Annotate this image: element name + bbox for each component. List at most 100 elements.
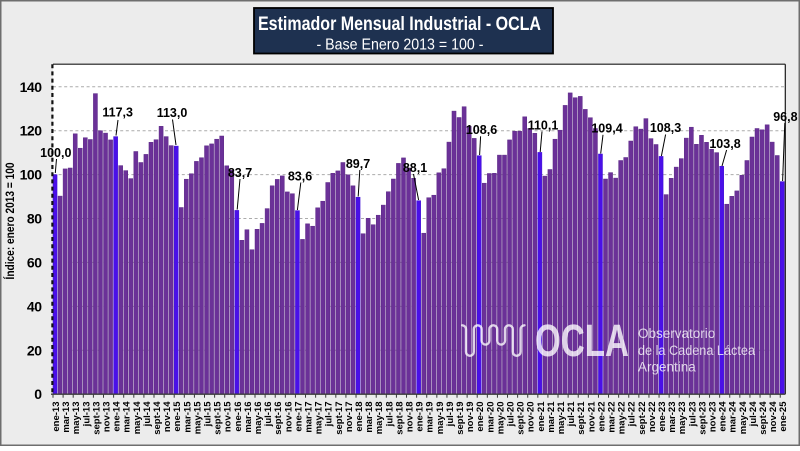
svg-text:sept-21: sept-21: [576, 401, 587, 435]
svg-text:jul-16: jul-16: [263, 402, 274, 428]
svg-text:nov-18: nov-18: [405, 402, 416, 433]
svg-text:nov-16: nov-16: [283, 402, 294, 433]
svg-text:mar-18: mar-18: [364, 402, 375, 433]
svg-text:may-17: may-17: [314, 402, 325, 435]
svg-text:ene-14: ene-14: [112, 401, 123, 432]
svg-text:may-24: may-24: [738, 401, 749, 434]
svg-text:nov-24: nov-24: [768, 401, 779, 432]
svg-text:may-21: may-21: [556, 401, 567, 434]
svg-text:96,8: 96,8: [773, 110, 797, 124]
svg-text:140: 140: [20, 79, 43, 95]
svg-text:ene-20: ene-20: [475, 402, 486, 432]
svg-text:60: 60: [27, 254, 42, 270]
svg-text:89,7: 89,7: [346, 157, 370, 171]
svg-text:de la Cadena Láctea: de la Cadena Láctea: [638, 343, 755, 358]
svg-text:sept-23: sept-23: [697, 402, 708, 435]
svg-text:jul-19: jul-19: [445, 402, 456, 428]
svg-text:- Base Enero 2013 = 100 -: - Base Enero 2013 = 100 -: [317, 37, 484, 54]
svg-text:nov-14: nov-14: [162, 401, 173, 432]
svg-text:mar-17: mar-17: [303, 402, 314, 433]
svg-text:ene-13: ene-13: [51, 402, 62, 432]
svg-text:ene-24: ene-24: [718, 401, 729, 432]
svg-text:80: 80: [27, 211, 42, 227]
svg-text:jul-21: jul-21: [566, 401, 577, 428]
svg-text:ene-16: ene-16: [233, 402, 244, 432]
svg-text:83,7: 83,7: [228, 166, 252, 180]
svg-text:ene-23: ene-23: [657, 402, 668, 432]
svg-text:108,3: 108,3: [650, 121, 681, 135]
svg-text:109,4: 109,4: [591, 122, 622, 136]
svg-text:sept-15: sept-15: [213, 401, 224, 435]
svg-text:nov-20: nov-20: [526, 402, 537, 433]
svg-text:nov-21: nov-21: [586, 401, 597, 432]
svg-text:Observatorio: Observatorio: [638, 326, 715, 341]
svg-text:may-22: may-22: [617, 402, 628, 435]
svg-text:20: 20: [27, 342, 42, 358]
svg-text:jul-17: jul-17: [324, 402, 335, 428]
svg-text:113,0: 113,0: [157, 106, 188, 120]
svg-text:jul-20: jul-20: [506, 402, 517, 428]
svg-text:may-20: may-20: [495, 402, 506, 435]
svg-text:jul-22: jul-22: [627, 402, 638, 428]
svg-text:sept-19: sept-19: [455, 402, 466, 435]
svg-text:sept-24: sept-24: [758, 401, 769, 435]
svg-text:may-16: may-16: [253, 402, 264, 435]
svg-text:may-18: may-18: [374, 402, 385, 435]
svg-text:Argentina: Argentina: [638, 360, 696, 375]
svg-text:may-13: may-13: [71, 402, 82, 435]
svg-text:108,6: 108,6: [466, 123, 497, 137]
svg-text:nov-15: nov-15: [223, 401, 234, 432]
svg-text:nov-17: nov-17: [344, 402, 355, 433]
svg-text:sept-16: sept-16: [273, 402, 284, 435]
svg-text:sept-18: sept-18: [394, 402, 405, 435]
svg-text:jul-23: jul-23: [687, 402, 698, 428]
svg-text:mar-23: mar-23: [667, 402, 678, 433]
svg-text:mar-15: mar-15: [182, 401, 193, 433]
svg-text:ene-18: ene-18: [354, 402, 365, 432]
svg-text:mar-21: mar-21: [546, 401, 557, 433]
svg-text:83,6: 83,6: [288, 170, 312, 184]
svg-text:mar-24: mar-24: [728, 401, 739, 433]
svg-text:103,8: 103,8: [709, 137, 740, 151]
svg-text:mar-16: mar-16: [243, 402, 254, 433]
svg-text:sept-22: sept-22: [637, 402, 648, 435]
svg-text:88,1: 88,1: [403, 161, 427, 175]
svg-text:40: 40: [27, 298, 42, 314]
svg-text:110,1: 110,1: [528, 118, 559, 132]
svg-text:may-19: may-19: [435, 402, 446, 435]
svg-text:jul-14: jul-14: [142, 401, 153, 428]
svg-text:120: 120: [20, 123, 43, 139]
svg-text:Estimador Mensual Industrial -: Estimador Mensual Industrial - OCLA: [258, 13, 541, 35]
svg-text:mar-19: mar-19: [425, 402, 436, 433]
svg-text:OCLA: OCLA: [535, 315, 629, 366]
svg-text:jul-13: jul-13: [81, 402, 92, 428]
svg-text:0: 0: [34, 386, 42, 402]
svg-text:mar-13: mar-13: [61, 402, 72, 433]
svg-text:jul-18: jul-18: [384, 402, 395, 428]
svg-text:may-15: may-15: [192, 401, 203, 434]
svg-text:sept-20: sept-20: [516, 402, 527, 435]
svg-text:ene-25: ene-25: [778, 401, 789, 432]
svg-text:ene-17: ene-17: [293, 402, 304, 432]
svg-text:ene-21: ene-21: [536, 401, 547, 432]
svg-text:100: 100: [20, 167, 43, 183]
svg-text:jul-24: jul-24: [748, 401, 759, 428]
svg-text:mar-14: mar-14: [122, 401, 133, 433]
svg-text:100,0: 100,0: [40, 146, 71, 160]
svg-text:Índice: enero 2013 = 100: Índice: enero 2013 = 100: [2, 162, 17, 279]
svg-text:ene-22: ene-22: [596, 402, 607, 432]
svg-text:mar-22: mar-22: [607, 402, 618, 433]
svg-text:jul-15: jul-15: [202, 401, 213, 428]
svg-text:mar-20: mar-20: [485, 402, 496, 433]
svg-text:sept-14: sept-14: [152, 401, 163, 435]
svg-text:ene-19: ene-19: [415, 402, 426, 432]
svg-text:ene-15: ene-15: [172, 401, 183, 432]
svg-text:may-23: may-23: [677, 402, 688, 435]
svg-text:sept-17: sept-17: [334, 402, 345, 435]
svg-text:may-14: may-14: [132, 401, 143, 434]
svg-text:nov-22: nov-22: [647, 402, 658, 433]
svg-text:nov-23: nov-23: [708, 402, 719, 433]
svg-text:117,3: 117,3: [102, 105, 133, 119]
svg-text:sept-13: sept-13: [91, 402, 102, 435]
svg-text:nov-19: nov-19: [465, 402, 476, 433]
